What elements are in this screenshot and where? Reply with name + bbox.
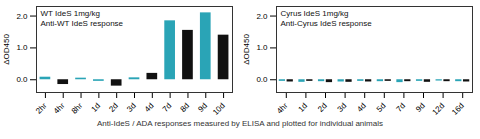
svg-text:7d: 7d: [394, 101, 407, 114]
svg-text:ΔOD450: ΔOD450: [242, 34, 251, 65]
svg-text:1d: 1d: [89, 101, 102, 114]
svg-text:3d: 3d: [125, 101, 138, 114]
svg-text:7d: 7d: [161, 101, 174, 114]
svg-text:ΔOD450: ΔOD450: [2, 34, 11, 65]
svg-text:8d: 8d: [179, 101, 192, 114]
svg-text:8hr: 8hr: [70, 101, 85, 116]
svg-text:4d: 4d: [355, 101, 368, 114]
svg-text:1.0: 1.0: [16, 43, 28, 52]
svg-text:9d: 9d: [414, 101, 427, 114]
svg-text:10d: 10d: [211, 101, 227, 117]
svg-text:Cyrus IdeS 1mg/kg: Cyrus IdeS 1mg/kg: [281, 9, 349, 18]
svg-text:2.0: 2.0: [16, 12, 28, 21]
svg-text:WT IdeS 1mg/kg: WT IdeS 1mg/kg: [41, 9, 100, 18]
svg-text:1d: 1d: [296, 101, 309, 114]
svg-text:0.0: 0.0: [256, 75, 268, 84]
svg-text:4hr: 4hr: [275, 101, 290, 116]
svg-text:Anti-Cyrus IdeS response: Anti-Cyrus IdeS response: [281, 19, 373, 28]
svg-text:5d: 5d: [375, 101, 388, 114]
svg-text:2d: 2d: [107, 101, 120, 114]
svg-text:2.0: 2.0: [256, 12, 268, 21]
svg-text:2hr: 2hr: [34, 101, 49, 116]
svg-text:4d: 4d: [143, 101, 156, 114]
svg-text:0.0: 0.0: [16, 75, 28, 84]
svg-text:16d: 16d: [450, 101, 466, 117]
svg-text:2d: 2d: [316, 101, 329, 114]
svg-text:4hr: 4hr: [52, 101, 67, 116]
svg-text:9d: 9d: [196, 101, 209, 114]
html-text:Anti-IdeS / ADA responses meas: Anti-IdeS / ADA responses measured by EL…: [97, 119, 383, 128]
svg-text:12d: 12d: [431, 101, 447, 117]
svg-text:Anti-WT IdeS response: Anti-WT IdeS response: [41, 19, 124, 28]
svg-text:1.0: 1.0: [256, 43, 268, 52]
svg-text:3d: 3d: [336, 101, 349, 114]
